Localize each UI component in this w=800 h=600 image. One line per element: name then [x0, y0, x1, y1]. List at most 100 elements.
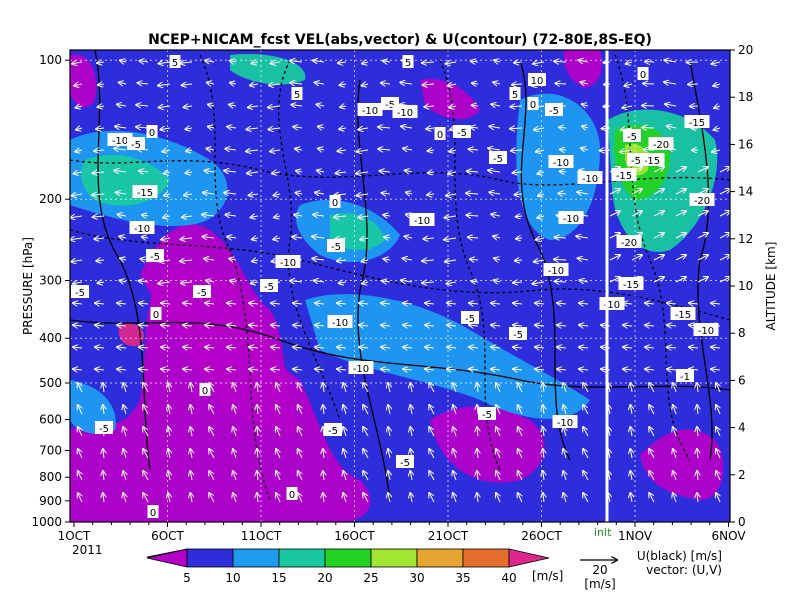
- wind-vector: [291, 105, 303, 106]
- contour-label-text: -5: [385, 100, 395, 111]
- contour-label: -5: [627, 153, 645, 167]
- wind-vector: [382, 193, 391, 194]
- wind-vector: [315, 369, 325, 370]
- wind-vector: [233, 449, 236, 459]
- wind-vector: [429, 471, 435, 481]
- wind-speed-region: [70, 380, 116, 435]
- wind-vector: [711, 347, 721, 348]
- wind-vector: [579, 347, 589, 348]
- wind-vector: [510, 128, 523, 129]
- wind-vector: [491, 214, 501, 216]
- wind-vector: [73, 347, 83, 348]
- contour-label: 0: [527, 97, 539, 111]
- contour-label-text: -10: [134, 224, 150, 235]
- wind-vector: [183, 347, 193, 348]
- wind-vector: [623, 347, 633, 348]
- wind-vector: [559, 127, 567, 128]
- wind-vector: [343, 471, 346, 481]
- wind-vector: [142, 237, 149, 238]
- wind-vector: [719, 189, 730, 195]
- wind-vector: [423, 84, 435, 85]
- wind-vector: [491, 325, 501, 326]
- wind-vector: [227, 303, 237, 304]
- colorbar-cell: [416, 548, 464, 568]
- wind-vector: [276, 405, 280, 415]
- wind-vector: [209, 471, 215, 481]
- wind-vector: [645, 369, 655, 370]
- wind-vector: [449, 106, 457, 108]
- contour-label-bg: [107, 133, 133, 146]
- wind-vector: [444, 216, 457, 218]
- contour-label: -5: [461, 311, 479, 325]
- contour-label: 5: [291, 87, 303, 101]
- contour-label: 0: [637, 67, 649, 81]
- wind-vector: [95, 369, 105, 370]
- contour-label: -10: [357, 103, 383, 117]
- wind-vector: [630, 427, 632, 437]
- altitude-tick-label: 20: [738, 43, 753, 57]
- colorbar-tick-label: 40: [501, 571, 516, 585]
- wind-vector: [472, 105, 479, 106]
- wind-vector: [667, 303, 677, 304]
- wind-vector: [469, 303, 479, 304]
- contour-label-bg: [623, 129, 641, 142]
- wind-vector: [205, 325, 215, 326]
- year-label: 2011: [72, 543, 103, 557]
- init-label: init: [594, 526, 612, 539]
- contour-label-text: 10: [531, 76, 544, 87]
- wind-vector: [383, 61, 391, 62]
- wind-speed-region: [430, 406, 545, 483]
- wind-vector: [429, 493, 435, 503]
- wind-vector: [423, 238, 435, 239]
- wind-vector: [383, 215, 391, 216]
- contour-label: -5: [545, 103, 563, 117]
- wind-vector: [518, 449, 522, 459]
- wind-vector: [276, 449, 280, 459]
- contour-label: -5: [146, 249, 164, 263]
- wind-vector: [293, 347, 303, 348]
- wind-vector: [453, 493, 456, 503]
- wind-vector: [296, 193, 303, 194]
- wind-vector: [70, 238, 83, 240]
- wind-vector: [138, 83, 149, 84]
- wind-vector: [609, 255, 620, 261]
- wind-vector: [180, 238, 193, 239]
- wind-vector: [162, 150, 171, 152]
- wind-vector: [381, 369, 391, 370]
- wind-vector: [168, 405, 170, 415]
- altitude-tick-label: 8: [738, 326, 746, 340]
- altitude-tick-label: 16: [738, 137, 753, 151]
- contour-label-bg: [684, 115, 710, 128]
- wind-vector: [164, 194, 171, 196]
- wind-vector: [518, 383, 522, 393]
- wind-vector: [298, 383, 302, 393]
- wind-vector: [143, 383, 149, 393]
- wind-vector: [447, 369, 457, 370]
- wind-vector: [716, 427, 720, 437]
- wind-vector: [609, 233, 620, 239]
- colorbar-tick-label: 20: [317, 571, 332, 585]
- wind-vector: [716, 449, 720, 459]
- wind-vector: [249, 369, 259, 370]
- wind-vector: [675, 189, 686, 195]
- contour-label: 0: [146, 125, 158, 139]
- altitude-tick-label: 4: [738, 421, 746, 435]
- wind-vector: [716, 493, 720, 503]
- wind-vector: [518, 427, 522, 437]
- wind-vector: [410, 493, 412, 503]
- wind-vector: [563, 449, 566, 459]
- wind-vector: [621, 128, 633, 130]
- contour-label-bg: [611, 168, 637, 181]
- wind-vector: [292, 237, 303, 238]
- wind-vector: [233, 493, 236, 503]
- wind-vector: [123, 493, 126, 503]
- wind-vector: [359, 303, 369, 304]
- wind-vector: [583, 471, 589, 481]
- wind-vector: [205, 303, 215, 304]
- contour-label-text: -5: [482, 410, 492, 421]
- wind-vector: [190, 383, 192, 393]
- contour-label: -15: [611, 168, 637, 182]
- wind-vector: [645, 303, 655, 304]
- wind-vector: [534, 128, 545, 130]
